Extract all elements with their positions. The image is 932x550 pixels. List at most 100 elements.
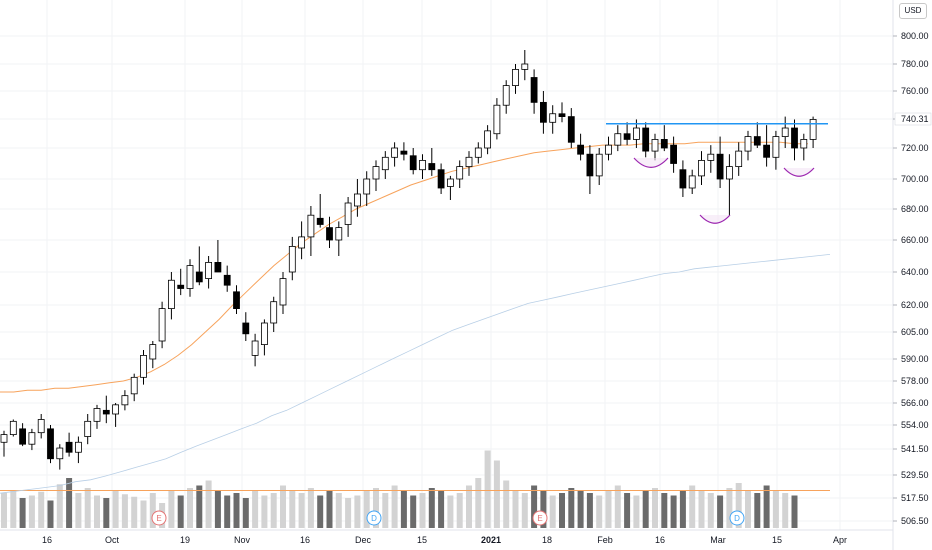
candle xyxy=(391,142,399,167)
candle-body xyxy=(298,236,306,249)
volume-bar xyxy=(586,493,593,528)
volume-bar xyxy=(754,493,761,528)
volume-bar xyxy=(717,495,724,528)
candle xyxy=(456,160,464,188)
volume-bar xyxy=(419,493,426,528)
candle xyxy=(540,91,547,134)
candle xyxy=(419,154,426,179)
candle xyxy=(484,125,492,155)
candle xyxy=(791,119,798,161)
candle xyxy=(84,414,92,445)
volume-bar xyxy=(335,493,342,528)
candle-body xyxy=(93,408,101,422)
candle xyxy=(167,272,175,320)
candle-body xyxy=(195,271,203,283)
volume-bar xyxy=(577,490,584,528)
volume-bar xyxy=(280,485,286,528)
volume-bar xyxy=(354,495,361,528)
candle xyxy=(474,142,482,164)
volume-bar xyxy=(633,495,640,528)
last-price-box xyxy=(894,112,932,126)
candle xyxy=(400,142,408,161)
volume-bar xyxy=(428,488,435,528)
currency-badge[interactable]: USD xyxy=(899,3,927,19)
volume-bar xyxy=(177,495,184,528)
candle-body xyxy=(326,227,333,241)
candle-body xyxy=(437,169,445,189)
candle xyxy=(195,246,203,286)
candle-body xyxy=(112,404,119,415)
annotation-layer xyxy=(606,122,828,224)
y-tick-label: 517.50 xyxy=(901,493,929,503)
candle xyxy=(716,136,724,188)
candle xyxy=(651,133,659,161)
candle xyxy=(233,285,240,314)
y-tick-label: 780.00 xyxy=(901,59,929,69)
dividend-marker: D xyxy=(366,510,382,526)
candle-body xyxy=(260,322,268,346)
candle xyxy=(800,133,808,161)
candle-body xyxy=(28,432,36,445)
event-label: D xyxy=(371,514,377,523)
y-tick-label: 680.00 xyxy=(901,204,929,214)
candle-body xyxy=(37,419,45,434)
candle-body xyxy=(251,340,259,356)
volume-bar xyxy=(84,488,91,528)
volume-bar xyxy=(605,490,612,528)
candle-body xyxy=(381,156,389,171)
y-tick-label: 541.50 xyxy=(901,444,929,454)
earnings-marker: E xyxy=(151,510,167,526)
candle xyxy=(149,341,157,369)
candle-body xyxy=(372,166,380,180)
candle xyxy=(353,179,361,217)
candle-body xyxy=(577,144,584,155)
candle-body xyxy=(540,101,547,123)
candle-body xyxy=(800,139,808,149)
candle-body xyxy=(651,139,659,152)
volume-bar xyxy=(140,500,147,528)
volume-bar xyxy=(726,488,733,528)
price-axis[interactable]: 800.00 780.00 760.00 740.31 720.00 700.00 680.… xyxy=(892,0,932,550)
chart-grid xyxy=(0,0,893,530)
volume-bar xyxy=(261,495,268,528)
candle-body xyxy=(735,150,743,168)
candle-body xyxy=(781,127,789,137)
y-tick-label: 605.00 xyxy=(901,327,929,337)
volume-bar xyxy=(791,495,798,528)
event-circle xyxy=(729,510,745,526)
y-tick-label: 700.00 xyxy=(901,174,929,184)
candle-body xyxy=(186,265,194,289)
event-circle xyxy=(151,510,167,526)
candle-body xyxy=(391,147,399,158)
candle xyxy=(270,296,278,332)
candle-body xyxy=(633,127,640,140)
y-tick-label: 566.00 xyxy=(901,398,929,408)
volume-bar xyxy=(763,485,770,528)
candle-body xyxy=(512,69,519,87)
y-tick-label: 578.00 xyxy=(901,376,929,386)
volume-bar xyxy=(121,494,128,528)
time-axis[interactable]: 16 Oct 19 Nov 16 Dec 15 2021 18 Feb 16 Mar 15 Apr xyxy=(0,529,893,545)
volume-bar xyxy=(549,495,556,528)
event-circle xyxy=(532,510,548,526)
candle xyxy=(558,102,566,123)
volume-bar xyxy=(410,495,417,528)
candle xyxy=(363,171,371,206)
candle xyxy=(75,436,82,464)
candle-body xyxy=(214,261,222,273)
candle-body xyxy=(493,104,501,135)
ma200-layer xyxy=(0,254,831,494)
volume-bar xyxy=(168,490,175,528)
candle-body xyxy=(521,63,529,70)
candle-body xyxy=(223,274,231,286)
candle-body xyxy=(121,395,129,406)
y-tick-label: 760.00 xyxy=(901,86,929,96)
candle-body xyxy=(102,409,110,415)
candle-body xyxy=(763,144,770,158)
volume-bar xyxy=(307,488,314,528)
candle xyxy=(93,404,101,429)
candle xyxy=(781,116,789,148)
candle-body xyxy=(502,85,510,106)
